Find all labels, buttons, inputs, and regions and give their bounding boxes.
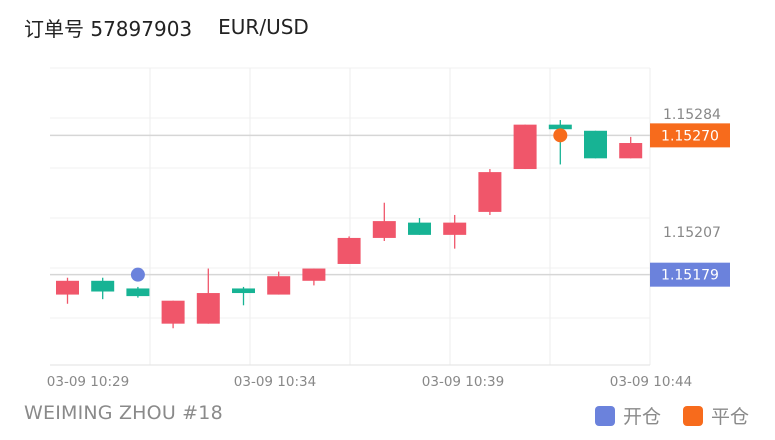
candle-body: [408, 222, 431, 235]
candle-body: [91, 280, 115, 292]
candle-body: [548, 124, 572, 130]
candle-body: [619, 143, 643, 159]
candle-body: [443, 222, 467, 235]
close-price-tag: [650, 123, 730, 148]
legend: 开仓 平仓: [573, 402, 749, 429]
y-tick-label: 1.15284: [663, 107, 721, 123]
legend-open-swatch: [594, 405, 615, 426]
x-tick-label: 03-09 10:29: [47, 374, 129, 390]
legend-close-label: 平仓: [710, 406, 749, 428]
candle-body: [196, 293, 220, 324]
candle-body: [232, 288, 255, 294]
candle-body: [478, 172, 502, 212]
account-label: WEIMING ZHOU #18: [24, 402, 223, 424]
candle-body: [513, 124, 537, 170]
open-price-tag: [650, 262, 730, 287]
legend-open-label: 开仓: [622, 406, 661, 428]
y-tick-label: 1.15207: [663, 225, 721, 241]
legend-close: 平仓: [682, 402, 749, 429]
candle-body: [267, 276, 291, 295]
close-marker-dot: [553, 128, 568, 143]
candle-body: [584, 130, 607, 159]
symbol-label: EUR/USD: [218, 15, 309, 39]
candle-body: [302, 268, 326, 281]
x-tick-label: 03-09 10:34: [234, 374, 316, 390]
open-marker-dot: [130, 267, 145, 282]
x-tick-label: 03-09 10:39: [422, 374, 504, 390]
chart-title: 订单号 57897903 EUR/USD: [24, 12, 309, 42]
x-tick-label: 03-09 10:44: [610, 374, 692, 390]
candle-body: [161, 300, 185, 324]
order-number-label: 订单号 57897903: [24, 16, 193, 41]
candle-body: [337, 237, 361, 264]
candle-body: [126, 288, 150, 297]
candle-body: [56, 280, 79, 295]
open-price-tag-label: 1.15179: [661, 268, 719, 284]
candle-body: [372, 221, 396, 238]
legend-close-swatch: [682, 405, 703, 426]
close-price-tag-label: 1.15270: [661, 128, 719, 144]
legend-open: 开仓: [594, 402, 661, 429]
